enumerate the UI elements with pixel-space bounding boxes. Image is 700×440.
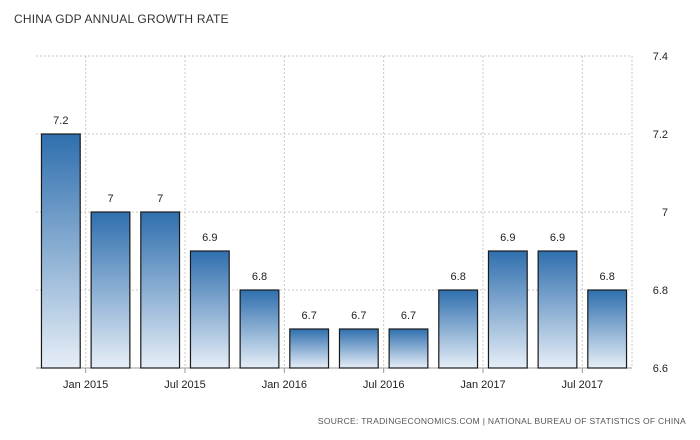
bar	[189, 250, 230, 369]
bar	[289, 328, 330, 369]
data-labels: 7.2 7 7 6.9 6.8 6.7 6.7 6.7 6.8 6.9 6.9 6.8	[53, 115, 615, 322]
data-label: 6.9	[500, 232, 515, 244]
data-label: 7	[157, 193, 163, 205]
data-label: 6.9	[202, 232, 217, 244]
x-tick-label: Jan 2015	[63, 379, 108, 391]
data-label: 6.9	[550, 232, 565, 244]
bar	[239, 289, 280, 369]
grid-lines	[36, 55, 633, 373]
data-label: 6.7	[302, 310, 317, 322]
y-axis-ticks: 6.6 6.8 7 7.2 7.4	[653, 51, 668, 375]
y-tick-label: 7	[662, 207, 668, 219]
data-label: 7	[107, 193, 113, 205]
data-label: 6.7	[351, 310, 366, 322]
data-label: 7.2	[53, 115, 68, 127]
bar	[587, 289, 628, 369]
x-tick-label: Jan 2017	[460, 379, 505, 391]
x-tick-label: Jan 2016	[262, 379, 307, 391]
bars	[40, 133, 628, 369]
bar	[438, 289, 479, 369]
y-tick-label: 6.6	[653, 363, 668, 375]
data-label: 6.8	[600, 271, 615, 283]
y-tick-label: 7.2	[653, 129, 668, 141]
x-tick-label: Jul 2017	[562, 379, 604, 391]
x-axis-ticks: Jan 2015 Jul 2015 Jan 2016 Jul 2016 Jan 2017…	[63, 379, 603, 391]
x-tick-label: Jul 2015	[164, 379, 206, 391]
bar	[140, 211, 181, 369]
bar	[537, 250, 578, 369]
chart-title: CHINA GDP ANNUAL GROWTH RATE	[14, 12, 229, 26]
data-label: 6.8	[451, 271, 466, 283]
bar	[388, 328, 429, 369]
data-label: 6.8	[252, 271, 267, 283]
y-tick-label: 7.4	[653, 51, 668, 63]
bar	[90, 211, 131, 369]
bar	[338, 328, 379, 369]
data-label: 6.7	[401, 310, 416, 322]
bar	[40, 133, 81, 369]
source-note: SOURCE: TRADINGECONOMICS.COM | NATIONAL …	[317, 416, 686, 426]
y-tick-label: 6.8	[653, 285, 668, 297]
x-tick-label: Jul 2016	[363, 379, 405, 391]
bar	[487, 250, 528, 369]
